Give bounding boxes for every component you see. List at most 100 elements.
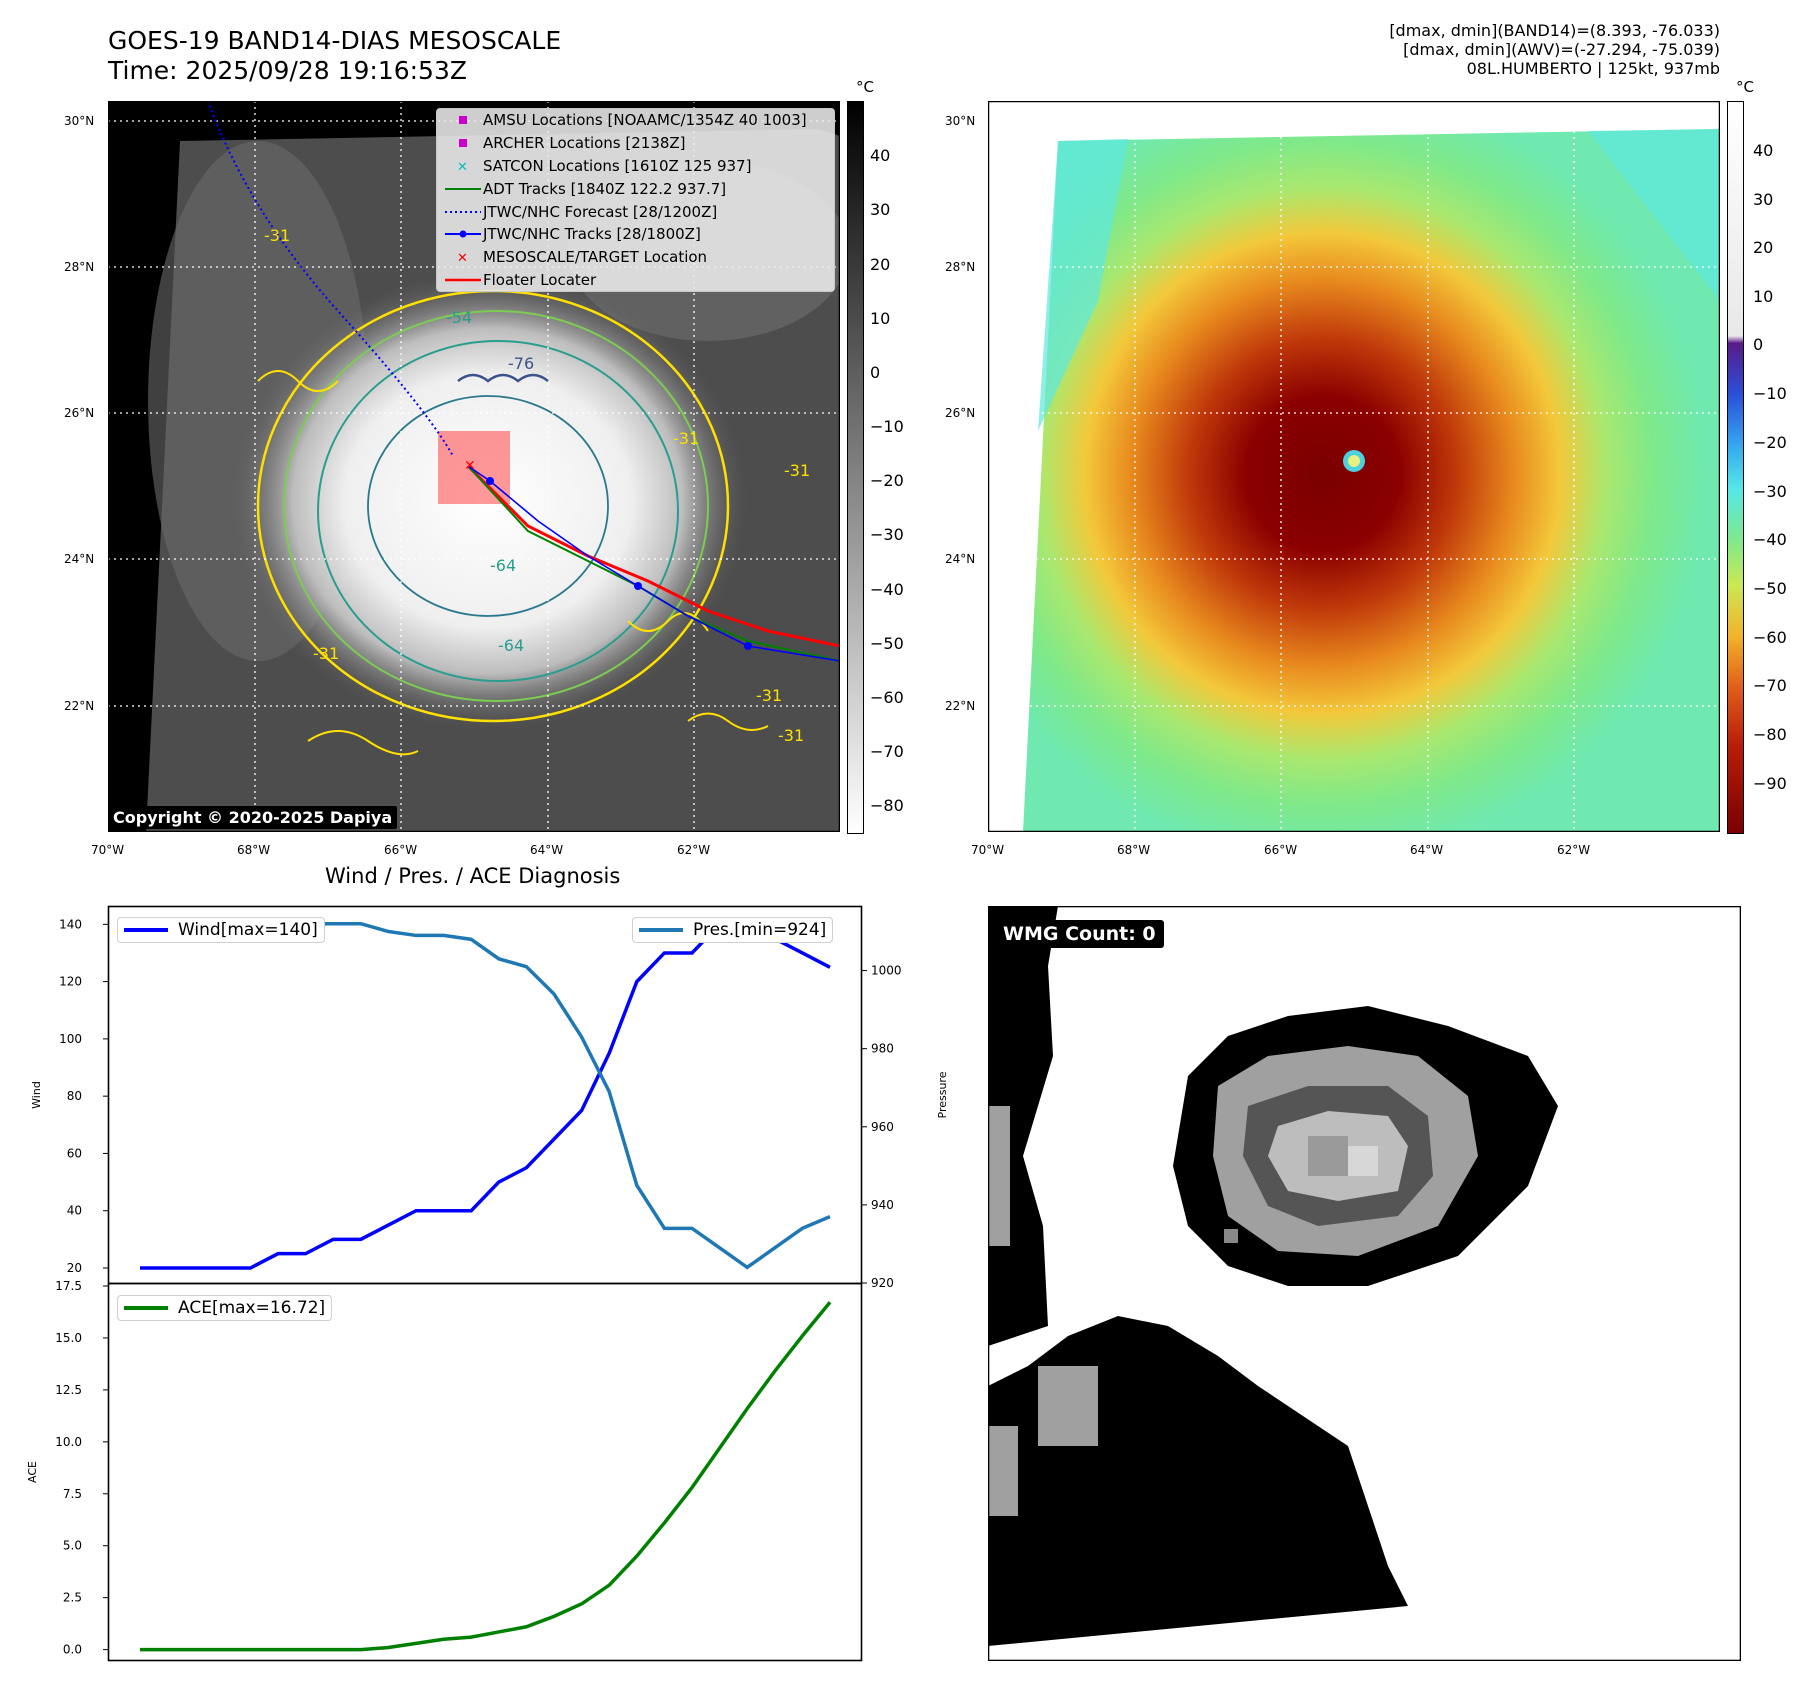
pressure-legend-line xyxy=(639,928,683,932)
cb-tick: −80 xyxy=(870,796,904,815)
ace-legend: ACE[max=16.72] xyxy=(117,1295,333,1321)
contour-label: -64 xyxy=(490,556,516,575)
contour-label: -76 xyxy=(508,354,534,373)
legend-item-target: ✕ MESOSCALE/TARGET Location xyxy=(457,248,708,267)
lon-label: 62°W xyxy=(677,843,711,857)
contour-76 xyxy=(457,373,549,383)
colorbar-unit: °C xyxy=(1736,78,1754,96)
cb-tick: 40 xyxy=(870,146,891,165)
cb-tick: −30 xyxy=(870,525,904,544)
figure-title: GOES-19 BAND14-DIAS MESOSCALE xyxy=(108,26,562,55)
lat-label: 22°N xyxy=(945,699,976,713)
wind-tick-label: 140 xyxy=(59,917,82,931)
lon-label: 64°W xyxy=(530,843,564,857)
ace-tick-label: 12.5 xyxy=(55,1383,82,1397)
pressure-tick-label: 920 xyxy=(871,1276,894,1290)
lat-label: 30°N xyxy=(945,114,976,128)
wind-legend-line xyxy=(124,928,168,932)
pressure-tick-label: 960 xyxy=(871,1120,894,1134)
legend-item-floater: Floater Locater xyxy=(445,270,597,289)
pressure-axis-label: Pressure xyxy=(936,1071,949,1118)
pressure-tick-label: 1000 xyxy=(871,964,902,978)
ace-tick-label: 5.0 xyxy=(63,1539,82,1553)
lat-label: 24°N xyxy=(945,552,976,566)
pressure-tick-label: 980 xyxy=(871,1042,894,1056)
copyright-badge: Copyright © 2020-2025 Dapiya xyxy=(108,806,398,829)
cb-tick: 10 xyxy=(1753,287,1774,306)
lon-label: 70°W xyxy=(971,843,1005,857)
contour-54 xyxy=(283,310,709,702)
cb-tick: 20 xyxy=(1753,238,1774,257)
svg-text:✕: ✕ xyxy=(457,160,468,175)
floater-track xyxy=(466,464,840,648)
contour-label: -31 xyxy=(778,726,804,745)
colorbar-color xyxy=(1727,101,1744,834)
legend-item-adt: ADT Tracks [1840Z 122.2 937.7] xyxy=(445,179,727,198)
cb-tick: −70 xyxy=(870,742,904,761)
lat-label: 28°N xyxy=(64,260,95,274)
wind-legend: Wind[max=140] xyxy=(117,917,325,943)
info-awv: [dmax, dmin](AWV)=(-27.294, -75.039) xyxy=(1403,40,1720,59)
legend-item-amsu: AMSU Locations [NOAAMC/1354Z 40 1003] xyxy=(437,109,834,132)
cb-tick: −50 xyxy=(1753,579,1787,598)
colorbar-unit: °C xyxy=(856,78,874,96)
lon-label: 70°W xyxy=(91,843,125,857)
lon-label: 66°W xyxy=(1264,843,1298,857)
lon-label: 68°W xyxy=(237,843,271,857)
awv-map xyxy=(988,101,1720,832)
cb-tick: 10 xyxy=(870,309,891,328)
info-band14: [dmax, dmin](BAND14)=(8.393, -76.033) xyxy=(1389,21,1720,40)
legend-item-tracks: JTWC/NHC Tracks [28/1800Z] xyxy=(437,223,834,246)
wind-axis-label: Wind xyxy=(30,1081,43,1109)
wmg-image xyxy=(988,906,1741,1661)
wmg-count-badge: WMG Count: 0 xyxy=(995,920,1164,948)
pressure-tick-label: 940 xyxy=(871,1198,894,1212)
legend-item-satcon: ✕ SATCON Locations [1610Z 125 937] xyxy=(457,156,752,175)
contour-label: -54 xyxy=(446,308,472,327)
floater-box xyxy=(438,431,510,504)
ace-series-line xyxy=(140,1301,832,1652)
pressure-series-line xyxy=(140,918,831,1270)
contour-label: -64 xyxy=(498,636,524,655)
wind-tick-label: 120 xyxy=(59,975,82,989)
lat-label: 30°N xyxy=(64,114,95,128)
ace-tick-label: 15.0 xyxy=(55,1331,82,1345)
wind-tick-label: 100 xyxy=(59,1032,82,1046)
cb-tick: −10 xyxy=(1753,384,1787,403)
cb-tick: −80 xyxy=(1753,725,1787,744)
wind-tick-label: 60 xyxy=(67,1146,82,1160)
contour-label: -31 xyxy=(784,461,810,480)
lat-label: 26°N xyxy=(945,406,976,420)
contour-label: -31 xyxy=(313,644,339,663)
legend-item-forecast: JTWC/NHC Forecast [28/1200Z] xyxy=(445,202,718,221)
cb-tick: 0 xyxy=(1753,335,1764,354)
diagnosis-title: Wind / Pres. / ACE Diagnosis xyxy=(325,864,621,888)
cb-tick: −50 xyxy=(870,634,904,653)
awv-swath xyxy=(1023,129,1720,832)
legend-item-archer: ARCHER Locations [2138Z] xyxy=(437,132,834,155)
lon-label: 68°W xyxy=(1117,843,1151,857)
info-storm: 08L.HUMBERTO | 125kt, 937mb xyxy=(1466,59,1720,78)
cb-tick: −40 xyxy=(1753,530,1787,549)
lon-label: 62°W xyxy=(1557,843,1591,857)
cb-tick: −60 xyxy=(1753,628,1787,647)
colorbar-gray xyxy=(847,101,864,834)
cb-tick: 20 xyxy=(870,255,891,274)
lat-label: 24°N xyxy=(64,552,95,566)
wind-series-line xyxy=(140,922,831,1270)
cb-tick: −60 xyxy=(870,688,904,707)
cb-tick: −20 xyxy=(870,471,904,490)
cb-tick: −10 xyxy=(870,417,904,436)
ace-tick-label: 7.5 xyxy=(63,1487,82,1501)
contour-64 xyxy=(317,340,679,682)
contour-label: -31 xyxy=(756,686,782,705)
svg-text:✕: ✕ xyxy=(457,251,468,266)
map-legend: AMSU Locations [NOAAMC/1354Z 40 1003] AR… xyxy=(436,108,835,293)
cb-tick: −90 xyxy=(1753,774,1787,793)
lat-label: 28°N xyxy=(945,260,976,274)
cb-tick: 0 xyxy=(870,363,881,382)
forecast-track xyxy=(207,101,454,457)
contour-70 xyxy=(367,395,609,617)
wind-tick-label: 40 xyxy=(67,1204,82,1218)
contour-label: -31 xyxy=(264,226,290,245)
